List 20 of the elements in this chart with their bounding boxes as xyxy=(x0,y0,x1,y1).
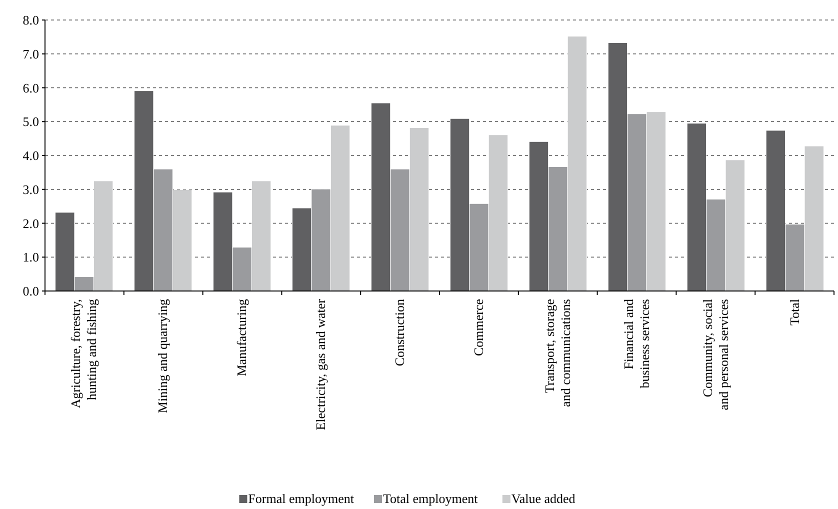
x-tick-label: Construction xyxy=(392,298,408,366)
y-tick-label: 6.0 xyxy=(22,80,39,96)
x-tick-label: Manufacturing xyxy=(234,298,250,376)
y-tick-label: 0.0 xyxy=(22,284,39,299)
x-tick-label: Electricity, gas and water xyxy=(313,298,328,430)
y-tick-label: 1.0 xyxy=(22,250,39,265)
legend-label: Formal employment xyxy=(248,491,354,506)
x-tick-label: Commerce xyxy=(470,298,486,356)
y-tick-label: 8.0 xyxy=(22,12,39,28)
y-tick-label: 2.0 xyxy=(22,216,39,231)
y-tick-label: 5.0 xyxy=(22,114,39,130)
y-tick-label: 3.0 xyxy=(22,182,39,197)
legend-label: Total employment xyxy=(383,491,478,506)
x-tick-label: Mining and quarrying xyxy=(155,298,170,414)
legend-label: Value added xyxy=(511,491,576,506)
x-tick-label: Transport, storage and communications xyxy=(542,298,573,407)
y-tick-label: 7.0 xyxy=(22,46,39,62)
x-tick-label: Total xyxy=(786,298,802,326)
x-tick-label: Agriculture, forestry, hunting and fishing xyxy=(68,298,100,408)
y-tick-label: 4.0 xyxy=(22,148,39,164)
